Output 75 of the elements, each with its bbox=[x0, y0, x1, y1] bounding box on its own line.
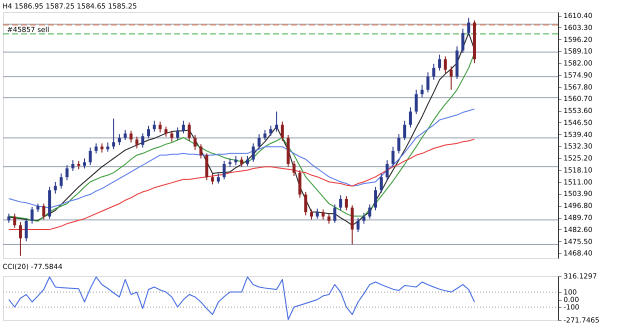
candlestick bbox=[158, 121, 162, 133]
candlestick bbox=[152, 120, 156, 132]
candlestick bbox=[42, 203, 46, 220]
candlestick bbox=[54, 181, 57, 194]
candlestick bbox=[356, 217, 360, 233]
candlestick bbox=[258, 134, 261, 149]
candlestick bbox=[164, 126, 168, 138]
candlestick bbox=[112, 118, 116, 150]
candlestick bbox=[292, 160, 296, 176]
candlestick bbox=[60, 172, 63, 190]
candlestick bbox=[176, 126, 180, 141]
candlestick bbox=[432, 63, 436, 80]
candlestick bbox=[13, 213, 16, 228]
candlestick bbox=[327, 213, 330, 224]
candlestick bbox=[205, 152, 208, 181]
candlestick bbox=[130, 130, 133, 144]
candlestick bbox=[263, 129, 266, 141]
candlestick bbox=[66, 164, 69, 181]
candlestick bbox=[252, 142, 255, 162]
candlestick bbox=[188, 122, 191, 142]
candlestick bbox=[350, 204, 354, 245]
candlestick bbox=[141, 132, 144, 148]
candlestick bbox=[316, 208, 319, 220]
candlestick bbox=[310, 208, 313, 220]
candlestick bbox=[374, 186, 378, 211]
candlestick bbox=[322, 208, 325, 220]
candlestick bbox=[18, 222, 22, 256]
candlestick bbox=[397, 134, 400, 154]
candlestick bbox=[426, 72, 430, 93]
candlestick bbox=[246, 155, 249, 166]
candlestick bbox=[380, 172, 383, 194]
candlestick bbox=[100, 142, 104, 154]
candlestick bbox=[414, 89, 418, 115]
candlestick bbox=[444, 56, 447, 74]
candlestick bbox=[269, 125, 272, 136]
candlestick bbox=[222, 160, 226, 180]
candlestick bbox=[88, 147, 92, 166]
candlestick bbox=[280, 121, 284, 142]
candlestick bbox=[124, 129, 127, 141]
candlestick bbox=[344, 196, 348, 211]
candlestick bbox=[182, 120, 185, 134]
candlestick bbox=[461, 28, 464, 54]
candlestick bbox=[94, 142, 98, 154]
candlestick bbox=[467, 17, 470, 36]
candlestick bbox=[199, 144, 202, 159]
candlestick bbox=[386, 160, 389, 181]
candlestick bbox=[438, 54, 442, 72]
candlestick bbox=[408, 106, 412, 128]
candlestick bbox=[362, 212, 366, 224]
candlestick bbox=[304, 191, 308, 216]
candlestick bbox=[30, 206, 34, 224]
candlestick bbox=[216, 172, 220, 184]
candlestick bbox=[7, 213, 10, 224]
candlestick bbox=[170, 130, 174, 142]
candlestick bbox=[333, 204, 336, 224]
candlestick bbox=[234, 155, 238, 166]
candlestick bbox=[450, 66, 453, 90]
candlestick bbox=[106, 142, 110, 152]
candlestick bbox=[275, 111, 278, 132]
candlestick bbox=[339, 194, 342, 211]
candlestick bbox=[420, 84, 424, 98]
candlestick bbox=[298, 170, 302, 198]
candlestick bbox=[391, 146, 394, 168]
candlestick bbox=[211, 172, 214, 185]
line-series bbox=[8, 276, 475, 320]
candlestick bbox=[240, 156, 244, 168]
candlestick bbox=[24, 218, 28, 242]
candlestick bbox=[403, 120, 406, 141]
candlestick bbox=[118, 134, 121, 146]
candlestick bbox=[71, 160, 74, 172]
candlestick bbox=[194, 134, 197, 151]
candlestick bbox=[147, 125, 150, 139]
candlestick bbox=[368, 204, 372, 220]
candlestick bbox=[135, 136, 138, 149]
candlestick bbox=[82, 158, 86, 169]
